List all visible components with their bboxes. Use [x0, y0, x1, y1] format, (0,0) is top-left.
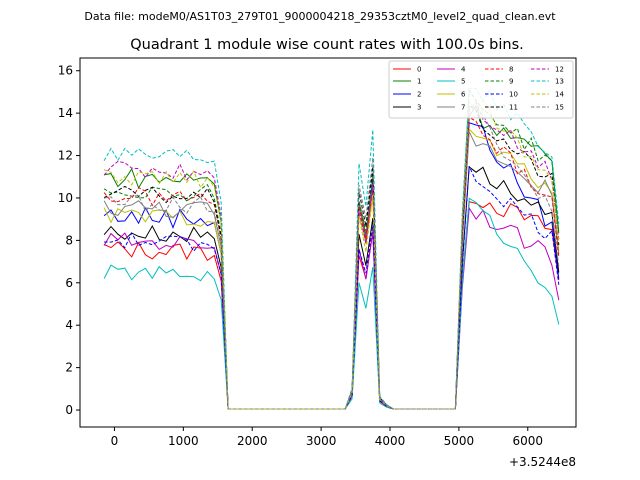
- legend-label-10: 10: [509, 91, 518, 99]
- x-tick-label: 2000: [237, 434, 268, 448]
- y-tick-label: 6: [65, 276, 73, 290]
- x-axis: 0 1000 2000 3000 4000 5000 6000: [111, 427, 543, 448]
- legend-label-8: 8: [509, 66, 513, 74]
- figure-suptitle: Data file: modeM0/AS1T03_279T01_90000042…: [84, 10, 556, 23]
- legend-label-9: 9: [509, 78, 513, 86]
- legend-label-4: 4: [461, 66, 466, 74]
- axes-frame: [79, 57, 577, 428]
- x-tick-label: 5000: [444, 434, 475, 448]
- legend-label-14: 14: [555, 91, 564, 99]
- legend-label-2: 2: [417, 91, 421, 99]
- legend-label-3: 3: [417, 104, 421, 112]
- plot-area: [79, 57, 577, 428]
- x-tick-label: 1000: [168, 434, 199, 448]
- y-tick-label: 4: [65, 318, 73, 332]
- x-tick-label: 6000: [513, 434, 544, 448]
- legend-frame: [388, 60, 574, 119]
- legend-label-12: 12: [555, 66, 564, 74]
- legend-label-13: 13: [555, 78, 564, 86]
- y-axis: 0 2 4 6 8 10 12 14 16: [58, 64, 80, 417]
- y-tick-label: 16: [58, 64, 73, 78]
- chart-title: Quadrant 1 module wise count rates with …: [130, 37, 524, 53]
- x-tick-label: 0: [111, 434, 119, 448]
- y-tick-label: 10: [58, 191, 73, 205]
- x-axis-offset-label: +3.5244e8: [509, 455, 576, 469]
- legend-label-5: 5: [461, 78, 465, 86]
- x-tick-label: 3000: [306, 434, 337, 448]
- series-line-15: [104, 106, 560, 410]
- y-tick-label: 0: [65, 403, 73, 417]
- legend-label-15: 15: [555, 104, 564, 112]
- legend-label-0: 0: [417, 66, 421, 74]
- legend-label-7: 7: [461, 104, 465, 112]
- y-tick-label: 2: [65, 361, 73, 375]
- legend-label-11: 11: [509, 104, 518, 112]
- y-tick-label: 12: [58, 149, 73, 163]
- series-line-10: [104, 165, 560, 410]
- x-tick-label: 4000: [375, 434, 406, 448]
- legend-label-6: 6: [461, 91, 466, 99]
- legend-label-1: 1: [417, 78, 421, 86]
- y-tick-label: 14: [58, 106, 73, 120]
- y-tick-label: 8: [65, 233, 73, 247]
